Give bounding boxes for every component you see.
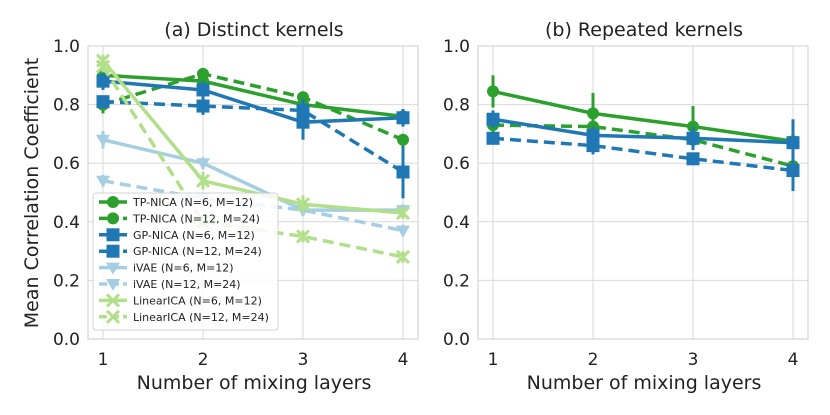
legend-swatch-marker [105, 293, 121, 308]
data-point [786, 164, 800, 178]
legend-swatch-marker [106, 262, 120, 275]
legend-label: TP-NICA (N=12, M=24) [132, 212, 260, 225]
title-b: (b) Repeated kernels [545, 19, 743, 41]
legend-swatch-marker [106, 244, 120, 258]
legend-label: GP-NICA (N=6, M=12) [133, 229, 255, 242]
data-point [486, 131, 500, 145]
data-point [295, 197, 311, 212]
data-point [197, 67, 209, 80]
legend-entry: LinearICA (N=12, M=24) [99, 309, 269, 324]
xlabel-a: Number of mixing layers [137, 372, 372, 394]
panel-repeated-kernels: (b) Repeated kernels 0.0 0.2 0.4 0.6 0.8 1.0 1… [443, 19, 809, 394]
legend-entry: TP-NICA (N=6, M=12) [99, 196, 253, 209]
x-tick-label: 1 [98, 350, 109, 370]
series-line [102, 79, 404, 124]
data-point [297, 91, 309, 104]
legend-label: iVAE (N=12, M=24) [133, 278, 241, 291]
data-point [195, 173, 211, 188]
data-point [586, 139, 600, 153]
data-point [196, 83, 210, 97]
legend-entry: iVAE (N=12, M=24) [99, 278, 241, 291]
series-2 [96, 72, 410, 140]
series-line [101, 65, 404, 259]
x-tick-label: 3 [688, 350, 699, 370]
series-3 [96, 95, 410, 199]
data-point [396, 165, 410, 179]
legend: TP-NICA (N=6, M=12) TP-NICA (N=12, M=24) G… [92, 192, 279, 331]
series-0 [487, 75, 799, 151]
legend-label: iVAE (N=6, M=12) [133, 262, 234, 275]
x-tick-label: 1 [488, 350, 499, 370]
plot-frame [87, 45, 419, 340]
data-point [396, 225, 410, 238]
x-tick-label: 2 [198, 350, 209, 370]
legend-swatch-marker [106, 228, 120, 242]
y-tick-label: 0.0 [443, 330, 470, 350]
legend-entry: GP-NICA (N=6, M=12) [99, 228, 255, 242]
data-point [96, 175, 110, 188]
legend-entry: iVAE (N=6, M=12) [99, 262, 234, 275]
data-point [486, 112, 500, 126]
x-tick-label: 4 [788, 350, 799, 370]
legend-entry: TP-NICA (N=12, M=24) [99, 212, 260, 225]
data-point [296, 103, 310, 117]
series-line [102, 99, 404, 174]
series-line [492, 89, 794, 143]
data-point [397, 133, 409, 146]
y-tick-label: 0.6 [443, 154, 470, 174]
y-tick-label: 0.4 [53, 213, 80, 233]
data-point [587, 107, 599, 120]
legend-swatch-marker [105, 309, 121, 324]
data-point [95, 59, 111, 74]
data-point [96, 74, 110, 88]
x-tick-label: 3 [298, 350, 309, 370]
series-3 [486, 131, 800, 192]
y-tick-label: 0.2 [53, 271, 80, 291]
legend-entry: GP-NICA (N=12, M=24) [99, 244, 262, 258]
data-point [395, 205, 411, 221]
data-point [96, 95, 110, 109]
data-point [686, 131, 700, 145]
legend-swatch-marker [107, 212, 119, 225]
xlabel-b: Number of mixing layers [527, 372, 762, 394]
legend-swatch-marker [107, 196, 119, 208]
series-line [492, 117, 794, 145]
series-line [492, 123, 794, 168]
data-point [586, 128, 600, 142]
legend-label: LinearICA (N=6, M=12) [133, 294, 262, 307]
x-tick-label: 4 [398, 350, 409, 370]
data-point [196, 99, 210, 113]
y-tick-label: 0.8 [53, 96, 80, 116]
y-tick-label: 1.0 [443, 37, 470, 57]
data-point [786, 136, 800, 150]
y-tick-label: 0.0 [53, 330, 80, 350]
ylabel-a: Mean Correlation Coefficient [21, 58, 43, 328]
data-point [295, 229, 311, 244]
data-point [396, 111, 410, 125]
legend-entry: LinearICA (N=6, M=12) [99, 293, 262, 308]
legend-label: GP-NICA (N=12, M=24) [133, 245, 262, 258]
x-tick-label: 2 [588, 350, 599, 370]
legend-box [92, 192, 279, 331]
legend-label: LinearICA (N=12, M=24) [133, 311, 269, 324]
y-tick-label: 1.0 [53, 37, 80, 57]
data-point [487, 85, 499, 98]
data-point [686, 152, 700, 166]
data-point [196, 158, 210, 171]
legend-label: TP-NICA (N=6, M=12) [132, 196, 253, 209]
y-tick-label: 0.6 [53, 154, 80, 174]
panel-distinct-kernels: (a) Distinct kernels 0.0 0.2 0.4 0.6 0.8 1.0 1… [21, 19, 419, 394]
title-a: (a) Distinct kernels [164, 19, 343, 41]
plot-frame [477, 45, 809, 340]
data-point [96, 134, 110, 147]
series-line [102, 73, 404, 119]
y-tick-label: 0.4 [443, 213, 470, 233]
y-tick-label: 0.2 [443, 271, 470, 291]
legend-swatch-marker [106, 279, 120, 291]
series-0 [97, 69, 409, 123]
y-tick-label: 0.8 [443, 96, 470, 116]
data-point [395, 249, 411, 265]
